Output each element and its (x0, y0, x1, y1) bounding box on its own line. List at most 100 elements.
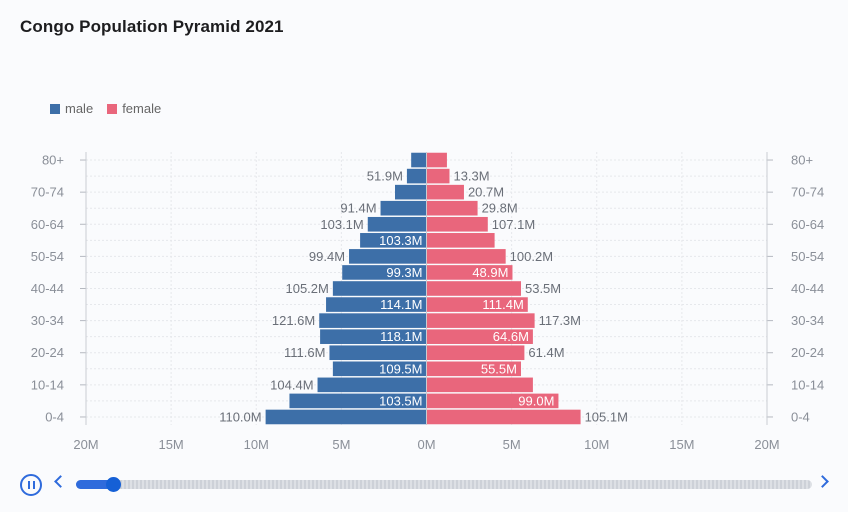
bar-female (426, 345, 525, 361)
x-tick-label: 5M (503, 437, 521, 452)
y-tick-label-right: 30-34 (791, 313, 824, 328)
data-label-female: 117.3M (539, 313, 581, 328)
y-tick-label-left: 60-64 (31, 217, 64, 232)
bar-female (426, 152, 447, 168)
data-label-male: 103.3M (379, 233, 422, 248)
data-label-male: 118.1M (380, 329, 422, 344)
chevron-left-icon[interactable] (54, 475, 67, 488)
y-tick-label-right: 10-14 (791, 377, 824, 392)
bar-male (317, 377, 427, 393)
x-tick-label: 15M (669, 437, 694, 452)
data-label-male: 103.1M (320, 217, 363, 232)
bar-female (426, 361, 521, 377)
data-label-female: 48.9M (472, 265, 508, 280)
bar-female (426, 216, 488, 232)
data-label-male: 114.1M (380, 297, 422, 312)
axis-layer: 20M 15M 10M 5M 0M 5M 10M 15M 20M 0-4 0-4 10-14 10-14… (31, 152, 824, 452)
population-pyramid-chart: 20M 15M 10M 5M 0M 5M 10M 15M 20M 0-4 0-4 10-14 10-14… (31, 152, 824, 452)
bar-female (426, 409, 581, 425)
bar-female (426, 200, 478, 216)
bar-male (360, 233, 427, 248)
data-label-male: 99.4M (309, 249, 345, 264)
data-label-male: 103.5M (379, 393, 422, 408)
bar-female (426, 313, 535, 328)
bar-female (426, 249, 506, 264)
bar-male (367, 216, 427, 232)
bar-male (411, 152, 427, 168)
x-tick-label: 10M (244, 437, 269, 452)
bar-female (426, 168, 450, 184)
x-tick-label: 5M (332, 437, 350, 452)
data-label-male: 110.0M (219, 409, 261, 424)
bar-female (426, 393, 559, 409)
timeline-controls (0, 470, 848, 504)
data-label-male: 109.5M (379, 361, 422, 376)
timeline-slider-handle[interactable] (105, 477, 121, 492)
data-label-female: 100.2M (510, 249, 553, 264)
data-label-male: 105.2M (285, 281, 328, 296)
data-label-female: 55.5M (481, 361, 517, 376)
y-tick-label-right: 70-74 (791, 185, 824, 200)
data-label-female: 29.8M (482, 201, 518, 216)
bar-layer (265, 152, 581, 425)
legend-label-female: female (122, 101, 162, 116)
legend-swatch-female (107, 103, 118, 114)
x-tick-label: 10M (584, 437, 609, 452)
bar-female (426, 233, 495, 248)
x-tick-label: 15M (158, 437, 183, 452)
y-tick-label-right: 60-64 (791, 217, 824, 232)
y-tick-label-left: 0-4 (45, 409, 64, 424)
bar-female (426, 297, 528, 312)
data-label-male: 91.4M (340, 201, 376, 216)
chart-title: Congo Population Pyramid 2021 (20, 17, 284, 36)
bar-male (342, 265, 427, 280)
y-tick-label-right: 80+ (791, 153, 813, 168)
data-label-layer: 110.0M 105.1M 103.5M 99.0M 104.4M 109.5M 55.5M… (219, 169, 628, 425)
data-label-female: 64.6M (493, 329, 529, 344)
data-label-male: 51.9M (367, 169, 403, 184)
timeline-slider[interactable] (76, 477, 812, 492)
legend-swatch-male (50, 103, 60, 114)
y-tick-label-right: 0-4 (791, 409, 810, 424)
y-tick-label-left: 20-24 (31, 345, 64, 360)
data-label-male: 121.6M (272, 313, 315, 328)
bar-male (265, 409, 427, 425)
data-label-female: 105.1M (585, 409, 628, 424)
bar-male (349, 249, 427, 264)
y-tick-label-right: 40-44 (791, 281, 824, 296)
y-tick-label-left: 50-54 (31, 249, 64, 264)
bar-male (406, 168, 427, 184)
x-tick-label: 20M (73, 437, 98, 452)
bar-female (426, 265, 513, 280)
timeline-slider-fill (76, 480, 113, 489)
bar-male (289, 393, 427, 409)
y-tick-label-left: 40-44 (31, 281, 64, 296)
data-label-female: 61.4M (528, 345, 564, 360)
bar-female (426, 281, 521, 296)
y-tick-label-left: 70-74 (31, 185, 64, 200)
data-label-male: 99.3M (386, 265, 422, 280)
pause-button[interactable] (20, 474, 42, 496)
y-tick-label-left: 10-14 (31, 377, 64, 392)
data-label-female: 13.3M (453, 169, 489, 184)
y-tick-label-left: 30-34 (31, 313, 64, 328)
data-label-female: 53.5M (525, 281, 561, 296)
y-tick-label-right: 20-24 (791, 345, 824, 360)
x-tick-label: 0M (417, 437, 435, 452)
data-label-male: 111.6M (284, 345, 325, 360)
legend-item-female[interactable]: female (107, 101, 161, 116)
pause-icon (27, 481, 30, 489)
data-label-female: 20.7M (468, 185, 504, 200)
x-tick-label: 20M (754, 437, 779, 452)
bar-male (332, 281, 427, 296)
bar-female (426, 329, 533, 344)
bar-male (395, 184, 427, 200)
legend-item-male[interactable]: male (50, 101, 93, 116)
data-label-male: 104.4M (270, 377, 313, 392)
data-label-female: 111.4M (482, 297, 523, 312)
y-tick-label-left: 80+ (42, 153, 64, 168)
bar-male (332, 361, 427, 377)
bar-male (326, 297, 427, 312)
bar-female (426, 377, 533, 393)
chevron-right-icon[interactable] (816, 475, 829, 488)
